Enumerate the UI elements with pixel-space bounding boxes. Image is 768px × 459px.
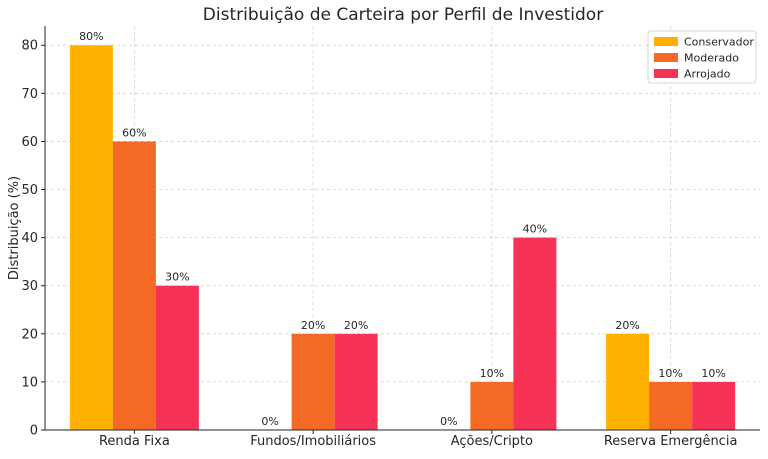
y-tick-label: 70 bbox=[21, 87, 38, 102]
bar bbox=[513, 238, 556, 430]
bar bbox=[113, 141, 156, 430]
legend: Conservador Moderado Arrojado bbox=[648, 31, 756, 83]
bar bbox=[70, 45, 113, 430]
legend-label: Arrojado bbox=[684, 68, 731, 81]
x-tick-label: Renda Fixa bbox=[99, 434, 170, 449]
data-label: 10% bbox=[480, 367, 504, 380]
legend-label: Moderado bbox=[684, 52, 739, 65]
chart-title: Distribuição de Carteira por Perfil de I… bbox=[203, 5, 603, 25]
y-tick-label: 30 bbox=[21, 279, 38, 294]
y-tick-label: 50 bbox=[21, 183, 38, 198]
x-tick-label: Reserva Emergência bbox=[604, 434, 738, 449]
data-label: 20% bbox=[344, 319, 368, 332]
data-label: 60% bbox=[122, 126, 146, 139]
bar bbox=[649, 382, 692, 430]
y-tick-label: 0 bbox=[30, 424, 38, 439]
data-label: 80% bbox=[79, 30, 103, 43]
bar bbox=[335, 334, 378, 430]
bar bbox=[292, 334, 335, 430]
x-tick-label: Ações/Cripto bbox=[451, 434, 533, 449]
bar bbox=[156, 286, 199, 430]
data-label: 20% bbox=[301, 319, 325, 332]
y-tick-label: 80 bbox=[21, 39, 38, 54]
data-label: 0% bbox=[440, 415, 457, 428]
legend-swatch bbox=[654, 37, 678, 46]
x-tick-label: Fundos/Imobiliários bbox=[250, 434, 376, 449]
y-tick-label: 10 bbox=[21, 375, 38, 390]
y-axis-label: Distribuição (%) bbox=[7, 176, 22, 280]
bar bbox=[692, 382, 735, 430]
legend-swatch bbox=[654, 69, 678, 78]
data-label: 10% bbox=[701, 367, 725, 380]
bar bbox=[470, 382, 513, 430]
data-label: 30% bbox=[165, 271, 189, 284]
bar bbox=[606, 334, 649, 430]
data-label: 20% bbox=[615, 319, 639, 332]
y-tick-label: 20 bbox=[21, 327, 38, 342]
data-label: 10% bbox=[658, 367, 682, 380]
legend-swatch bbox=[654, 53, 678, 62]
data-label: 40% bbox=[523, 223, 547, 236]
legend-label: Conservador bbox=[684, 36, 754, 49]
y-tick-label: 60 bbox=[21, 135, 38, 150]
y-tick-label: 40 bbox=[21, 231, 38, 246]
data-label: 0% bbox=[261, 415, 278, 428]
